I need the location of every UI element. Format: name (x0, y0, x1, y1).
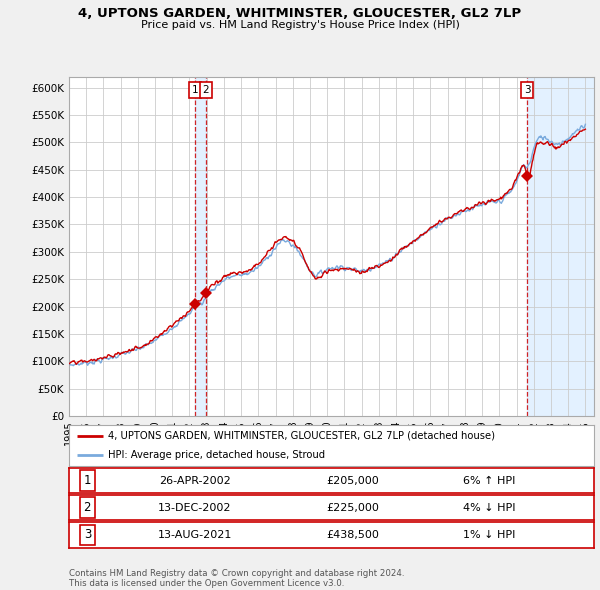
Text: 3: 3 (83, 528, 91, 542)
Text: HPI: Average price, detached house, Stroud: HPI: Average price, detached house, Stro… (109, 450, 325, 460)
Text: 1: 1 (191, 85, 199, 95)
Text: 13-AUG-2021: 13-AUG-2021 (158, 530, 232, 540)
Text: Price paid vs. HM Land Registry's House Price Index (HPI): Price paid vs. HM Land Registry's House … (140, 20, 460, 30)
Text: 2: 2 (203, 85, 209, 95)
Text: 1% ↓ HPI: 1% ↓ HPI (463, 530, 515, 540)
Text: 1: 1 (83, 474, 91, 487)
Bar (195, 77, 206, 416)
Text: £205,000: £205,000 (326, 476, 379, 486)
Text: 26-APR-2002: 26-APR-2002 (159, 476, 231, 486)
Text: 4% ↓ HPI: 4% ↓ HPI (463, 503, 515, 513)
Text: 13-DEC-2002: 13-DEC-2002 (158, 503, 232, 513)
Text: 2: 2 (83, 501, 91, 514)
Bar (527, 77, 594, 416)
Text: 4, UPTONS GARDEN, WHITMINSTER, GLOUCESTER, GL2 7LP (detached house): 4, UPTONS GARDEN, WHITMINSTER, GLOUCESTE… (109, 431, 496, 441)
Text: 4, UPTONS GARDEN, WHITMINSTER, GLOUCESTER, GL2 7LP: 4, UPTONS GARDEN, WHITMINSTER, GLOUCESTE… (79, 7, 521, 20)
Text: 3: 3 (524, 85, 530, 95)
Text: £438,500: £438,500 (326, 530, 379, 540)
Text: 6% ↑ HPI: 6% ↑ HPI (463, 476, 515, 486)
Text: £225,000: £225,000 (326, 503, 379, 513)
Text: Contains HM Land Registry data © Crown copyright and database right 2024.
This d: Contains HM Land Registry data © Crown c… (69, 569, 404, 588)
